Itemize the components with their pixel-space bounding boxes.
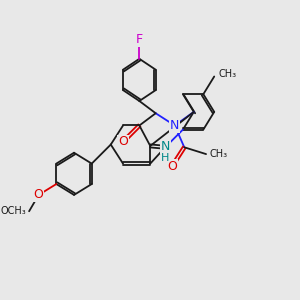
- Text: CH₃: CH₃: [209, 149, 227, 159]
- Text: N: N: [160, 141, 170, 154]
- Text: N: N: [160, 140, 170, 153]
- Text: OCH₃: OCH₃: [1, 206, 26, 216]
- Text: O: O: [118, 135, 128, 148]
- Text: CH₃: CH₃: [218, 69, 236, 79]
- Text: N: N: [170, 119, 179, 132]
- Text: H: H: [161, 153, 170, 163]
- Text: O: O: [167, 160, 177, 173]
- Text: F: F: [136, 33, 143, 46]
- Text: O: O: [34, 188, 44, 201]
